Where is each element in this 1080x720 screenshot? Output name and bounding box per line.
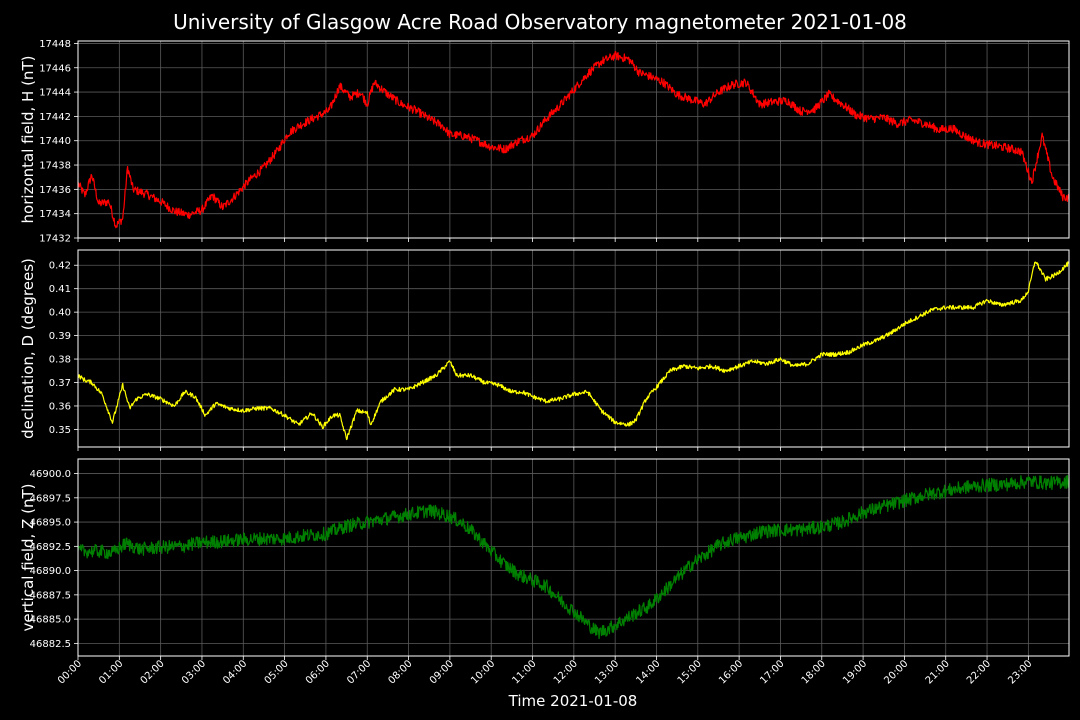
y-tick-label: 17446 bbox=[39, 63, 71, 74]
y-tick-label: 46887.5 bbox=[30, 590, 71, 601]
panel-frame bbox=[77, 40, 1070, 239]
y-tick-label: 17442 bbox=[39, 112, 71, 123]
y-tick-label: 17438 bbox=[39, 161, 71, 172]
series-line-3 bbox=[77, 474, 1070, 640]
y-tick-label: 0.37 bbox=[49, 378, 71, 389]
y-axis-label: horizontal field, H (nT) bbox=[19, 56, 37, 224]
y-tick-label: 46897.5 bbox=[30, 493, 71, 504]
panel-frame bbox=[77, 458, 1070, 657]
panel-2: 0.35 0.36 0.37 0.38 0.39 0.40 0.41 0.42 declinat… bbox=[19, 249, 1070, 451]
y-tick-label: 17444 bbox=[39, 88, 71, 99]
y-tick-label: 46882.5 bbox=[30, 639, 71, 650]
y-tick-label: 46895.0 bbox=[30, 518, 71, 529]
panel-frame bbox=[77, 249, 1070, 448]
y-tick-label: 0.39 bbox=[49, 331, 71, 342]
y-tick-label: 0.35 bbox=[49, 425, 71, 436]
y-tick-label: 0.36 bbox=[49, 401, 71, 412]
y-tick-label: 0.41 bbox=[49, 284, 71, 295]
y-tick-label: 0.38 bbox=[49, 355, 71, 366]
y-axis-label: declination, D (degrees) bbox=[19, 258, 37, 439]
y-tick-label: 17448 bbox=[39, 39, 71, 50]
y-tick-label: 46885.0 bbox=[30, 615, 71, 626]
series-line-2 bbox=[77, 261, 1070, 441]
y-tick-label: 46900.0 bbox=[30, 469, 71, 480]
panel-3: 46882.5 46885.0 46887.5 46890.0 46892.5 46895… bbox=[19, 458, 1070, 660]
chart-title: University of Glasgow Acre Road Observat… bbox=[173, 10, 907, 34]
series-line-1 bbox=[77, 51, 1070, 229]
panel-1: 17432 17434 17436 17438 17440 17442 17444 17446… bbox=[19, 39, 1070, 245]
y-tick-label: 0.40 bbox=[49, 308, 71, 319]
y-tick-label: 17436 bbox=[39, 185, 71, 196]
y-tick-label: 0.42 bbox=[49, 261, 71, 272]
x-axis-label: Time 2021-01-08 bbox=[508, 692, 638, 710]
y-tick-label: 46890.0 bbox=[30, 566, 71, 577]
y-tick-label: 17440 bbox=[39, 136, 71, 147]
y-tick-label: 17434 bbox=[39, 209, 71, 220]
y-axis-label: vertical field, Z (nT) bbox=[19, 483, 37, 631]
y-tick-label: 17432 bbox=[39, 234, 71, 245]
y-tick-label: 46892.5 bbox=[30, 542, 71, 553]
